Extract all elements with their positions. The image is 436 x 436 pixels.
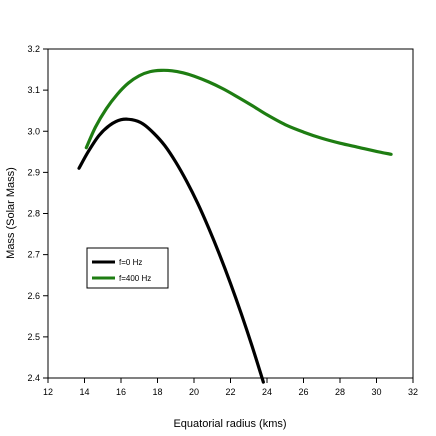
plot-area-border bbox=[47, 48, 414, 379]
x-tick-label: 18 bbox=[152, 387, 162, 397]
x-axis-title: Equatorial radius (kms) bbox=[173, 418, 286, 430]
x-tick-label: 28 bbox=[335, 387, 345, 397]
y-tick-label: 3.0 bbox=[27, 126, 40, 136]
y-tick-label: 2.7 bbox=[27, 250, 40, 260]
legend: f=0 Hz f=400 Hz bbox=[86, 247, 169, 289]
x-tick-label: 32 bbox=[408, 387, 418, 397]
plot-frame bbox=[47, 48, 414, 379]
legend-box bbox=[86, 247, 169, 289]
y-tick-label: 2.9 bbox=[27, 167, 40, 177]
y-axis-title: Mass (Solar Mass) bbox=[5, 167, 17, 259]
legend-label-f400: f=400 Hz bbox=[119, 274, 151, 283]
y-tick-label: 2.6 bbox=[27, 291, 40, 301]
x-tick-label: 14 bbox=[79, 387, 89, 397]
x-tick-label: 12 bbox=[43, 387, 53, 397]
y-tick-label: 3.1 bbox=[27, 85, 40, 95]
series-line-f400 bbox=[84, 68, 393, 156]
x-tick-label: 16 bbox=[116, 387, 126, 397]
y-tick-label: 2.8 bbox=[27, 209, 40, 219]
x-tick-label: 30 bbox=[371, 387, 381, 397]
legend-label-f0: f=0 Hz bbox=[119, 258, 142, 267]
x-tick-label: 26 bbox=[298, 387, 308, 397]
x-tick-label: 24 bbox=[262, 387, 272, 397]
y-axis-ticks: 2.4 2.5 2.6 2.7 2.8 2.9 3.0 3.1 3.2 bbox=[27, 44, 48, 383]
y-tick-label: 3.2 bbox=[27, 44, 40, 54]
series-line-f0 bbox=[77, 117, 265, 384]
x-axis-ticks: 12 14 16 18 20 22 24 26 28 30 32 bbox=[43, 378, 418, 397]
plot-curves bbox=[77, 68, 393, 384]
x-tick-label: 22 bbox=[225, 387, 235, 397]
y-tick-label: 2.4 bbox=[27, 373, 40, 383]
y-tick-label: 2.5 bbox=[27, 332, 40, 342]
x-tick-label: 20 bbox=[189, 387, 199, 397]
